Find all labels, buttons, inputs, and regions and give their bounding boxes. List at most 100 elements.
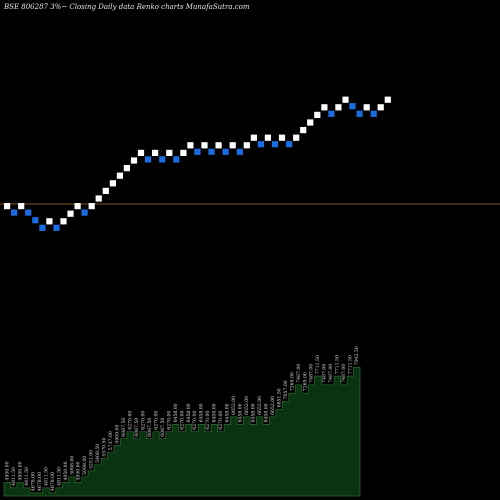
brick-value-label: 6458.00	[251, 403, 257, 422]
brick-value-label: 6458.00	[212, 403, 218, 422]
brick-value-label: 7269.00	[302, 372, 308, 391]
up-brick	[74, 203, 81, 210]
brick-value-label: 6087.50	[134, 418, 140, 437]
brick-value-label: 7711.50	[335, 355, 341, 374]
brick-value-label: 4811.50	[56, 467, 62, 486]
brick-value-label: 6270.00	[179, 411, 185, 430]
up-brick	[314, 111, 321, 118]
value-area	[3, 366, 361, 497]
brick-value-label: 4678.00	[50, 472, 56, 491]
brick-value-label: 6270.00	[128, 411, 134, 430]
up-brick	[264, 134, 271, 141]
up-brick	[321, 104, 328, 111]
up-brick	[342, 96, 349, 103]
up-brick	[166, 149, 173, 156]
brick-value-label: 6652.00	[270, 396, 276, 415]
down-brick	[236, 148, 243, 155]
up-brick	[293, 134, 300, 141]
brick-value-label: 4950.00	[18, 461, 24, 480]
brick-value-label: 7487.00	[328, 364, 334, 383]
chart-title: BSE 806287 3%~ Closing Daily data Renko …	[3, 3, 250, 11]
up-brick	[201, 142, 208, 149]
up-brick	[137, 149, 145, 156]
down-brick	[32, 217, 39, 224]
brick-value-label: 4811.50	[43, 467, 49, 486]
brick-value-label: 6458.00	[199, 403, 205, 422]
brick-value-label: 6270.00	[166, 411, 172, 430]
brick-value-label: 6458.00	[263, 403, 269, 422]
brick-value-label: 6652.00	[257, 396, 263, 415]
brick-value-label: 4950.00	[5, 461, 11, 480]
down-brick	[194, 148, 201, 155]
brick-value-label: 6270.00	[218, 411, 224, 430]
down-brick	[39, 224, 46, 231]
brick-value-label: 6087.50	[121, 418, 127, 437]
brick-value-label: 6270.00	[153, 411, 159, 430]
up-brick	[187, 142, 194, 149]
up-brick	[300, 127, 307, 134]
down-brick	[271, 141, 279, 148]
up-brick	[95, 195, 102, 202]
brick-value-label: 6458.00	[186, 403, 192, 422]
up-brick	[88, 203, 95, 210]
brick-value-label: 6270.00	[205, 411, 211, 430]
value-labels-layer: 4950.00 4811.50 4950.00 4811.50 4678.00 4678.…	[5, 346, 361, 491]
down-brick	[53, 224, 60, 231]
brick-value-label: 7942.50	[354, 346, 360, 365]
up-brick	[215, 142, 222, 149]
down-brick	[159, 156, 166, 163]
brick-value-label: 7487.00	[309, 364, 315, 383]
up-brick	[180, 149, 187, 156]
up-brick	[4, 203, 11, 210]
up-brick	[335, 104, 342, 111]
down-brick	[208, 148, 215, 155]
down-brick	[257, 141, 264, 148]
down-brick	[25, 209, 32, 216]
brick-value-label: 5570.50	[102, 438, 108, 457]
brick-value-label: 4811.50	[11, 467, 17, 486]
brick-value-label: 5251.00	[89, 450, 95, 469]
brick-value-label: 7487.00	[341, 364, 347, 383]
down-brick	[81, 209, 88, 216]
brick-layer	[4, 96, 391, 231]
up-brick	[243, 142, 250, 149]
brick-value-label: 4950.00	[63, 461, 69, 480]
down-brick	[328, 110, 335, 117]
up-brick	[363, 104, 370, 111]
down-brick	[173, 156, 180, 163]
up-brick	[278, 134, 286, 141]
brick-value-label: 7487.00	[296, 364, 302, 383]
brick-value-label: 4678.00	[30, 472, 36, 491]
brick-value-label: 6458.00	[238, 403, 244, 422]
brick-value-label: 5098.00	[82, 456, 88, 475]
up-brick	[46, 218, 53, 225]
brick-value-label: 7057.00	[283, 380, 289, 399]
brick-value-label: 5909.00	[115, 425, 121, 444]
brick-value-label: 7711.50	[348, 355, 354, 374]
up-brick	[102, 187, 109, 194]
down-brick	[370, 110, 377, 117]
brick-value-label: 6087.50	[147, 418, 153, 437]
brick-value-label: 4811.50	[24, 467, 30, 486]
up-brick	[229, 142, 236, 149]
up-brick	[116, 172, 123, 179]
brick-value-label: 5408.50	[95, 444, 101, 463]
down-brick	[286, 141, 293, 148]
brick-value-label: 5737.00	[108, 431, 114, 450]
down-brick	[11, 209, 18, 216]
up-brick	[152, 149, 159, 156]
up-brick	[18, 203, 25, 210]
brick-value-label: 6458.00	[173, 403, 179, 422]
up-brick	[377, 104, 384, 111]
up-brick	[250, 134, 257, 141]
brick-value-label: 5098.00	[69, 456, 75, 475]
brick-value-label: 6087.50	[160, 418, 166, 437]
up-brick	[123, 165, 130, 172]
up-brick	[307, 119, 314, 126]
up-brick	[384, 96, 391, 103]
down-brick	[145, 156, 152, 163]
up-brick	[67, 210, 74, 217]
brick-value-label: 6458.00	[225, 403, 231, 422]
down-brick	[222, 148, 229, 155]
